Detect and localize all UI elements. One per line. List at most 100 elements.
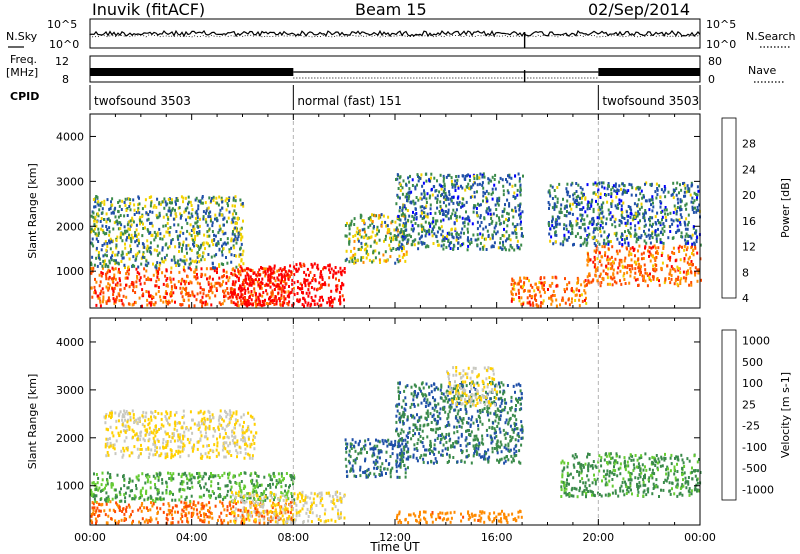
data-cell-r2 [109, 207, 112, 210]
data-cell-r7 [678, 218, 681, 222]
data-cell-r1 [275, 485, 277, 489]
data-cell-r7 [603, 186, 606, 190]
data-cell-r4 [501, 214, 504, 218]
data-cell-r2 [178, 250, 180, 253]
data-cell-r2 [97, 233, 100, 237]
data-cell-r0 [230, 299, 233, 303]
data-cell-r2 [114, 215, 117, 219]
freq-band [90, 68, 294, 76]
data-cell-r0 [182, 286, 185, 290]
data-cell-r2 [181, 259, 184, 263]
data-cell-r1 [123, 484, 126, 488]
data-cell-r7 [633, 202, 636, 206]
data-cell-r6 [679, 279, 682, 283]
data-cell-r2 [149, 246, 152, 250]
data-cell-r1 [328, 303, 331, 307]
data-cell-r0 [134, 301, 137, 305]
data-cell-r2 [206, 444, 209, 448]
data-cell-r7 [682, 182, 684, 185]
data-cell-r4 [479, 247, 482, 251]
data-cell-r0 [99, 509, 102, 513]
data-cell-r2 [125, 229, 128, 233]
data-cell-r7 [660, 211, 663, 214]
data-cell-r0 [220, 511, 223, 515]
data-cell-r0 [229, 500, 232, 504]
data-cell-r0 [135, 285, 138, 289]
data-cell-r2 [252, 434, 255, 438]
data-cell-r2 [134, 253, 137, 257]
data-cell-r6 [618, 249, 621, 253]
data-cell-r7 [605, 222, 608, 226]
data-cell-r7 [605, 217, 608, 221]
data-cell-r0 [277, 278, 280, 282]
data-cell-r1 [166, 485, 169, 489]
data-cell-r4 [516, 188, 519, 192]
data-cell-r2 [149, 241, 152, 245]
data-cell-r2 [115, 439, 118, 443]
data-cell-r7 [666, 212, 669, 216]
data-cell-r7 [565, 204, 568, 208]
data-cell-r2 [105, 232, 108, 235]
data-cell-r6 [631, 246, 634, 250]
data-cell-r2 [196, 251, 199, 255]
data-cell-r4 [496, 201, 499, 205]
data-cell-r3 [400, 228, 403, 231]
data-cell-r4 [407, 176, 410, 180]
data-cell-r2 [129, 244, 132, 248]
data-cell-r4 [456, 201, 459, 205]
data-cell-r7 [663, 188, 666, 192]
data-cell-r4 [472, 183, 475, 187]
data-cell-r0 [270, 271, 273, 275]
data-cell-r4 [447, 197, 450, 201]
data-cell-r1 [120, 487, 122, 491]
data-cell-r1 [199, 474, 202, 478]
data-cell-r2 [99, 220, 102, 223]
data-cell-r0 [200, 507, 203, 511]
data-cell-r7 [614, 217, 617, 221]
data-cell-r6 [618, 263, 621, 267]
data-cell-r1 [269, 302, 272, 305]
data-cell-r7 [598, 213, 601, 217]
data-cell-r5 [517, 288, 520, 292]
data-cell-r7 [563, 227, 565, 231]
data-cell-r2 [234, 199, 237, 203]
data-cell-r0 [288, 275, 291, 279]
data-cell-r2 [208, 211, 210, 215]
data-cell-r2 [206, 223, 209, 227]
data-cell-r4 [422, 227, 425, 231]
data-cell-r2 [122, 256, 125, 260]
data-cell-r4 [505, 230, 508, 234]
data-cell-r0 [183, 501, 186, 505]
data-cell-r4 [453, 244, 456, 248]
data-cell-r1 [285, 492, 288, 496]
data-cell-r2 [129, 228, 131, 231]
data-cell-r2 [94, 215, 97, 219]
data-cell-r0 [164, 274, 167, 278]
data-cell-r2 [163, 206, 166, 210]
data-cell-r0 [221, 283, 223, 287]
data-cell-r4 [520, 243, 523, 247]
data-cell-r0 [209, 267, 212, 271]
data-cell-r4 [423, 206, 426, 210]
data-cell-r0 [162, 300, 165, 304]
data-cell-r4 [522, 234, 524, 238]
data-cell-r4 [401, 186, 404, 190]
data-cell-r5 [555, 298, 558, 302]
data-cell-r0 [117, 267, 120, 271]
data-cell-r0 [226, 287, 229, 290]
data-cell-r2 [111, 250, 114, 254]
data-cell-r7 [690, 236, 693, 240]
data-cell-r2 [205, 220, 208, 224]
data-cell-r5 [534, 293, 537, 297]
data-cell-r2 [223, 241, 226, 245]
data-cell-r7 [598, 242, 601, 246]
data-cell-r0 [147, 290, 150, 294]
data-cell-r2 [109, 219, 111, 223]
data-cell-r1 [94, 499, 97, 503]
data-cell-r2 [237, 235, 240, 239]
data-cell-r7 [620, 235, 623, 239]
data-cell-r4 [421, 242, 424, 246]
data-cell-r4 [443, 182, 446, 186]
data-cell-r1 [248, 496, 251, 500]
data-cell-r4 [423, 189, 425, 193]
